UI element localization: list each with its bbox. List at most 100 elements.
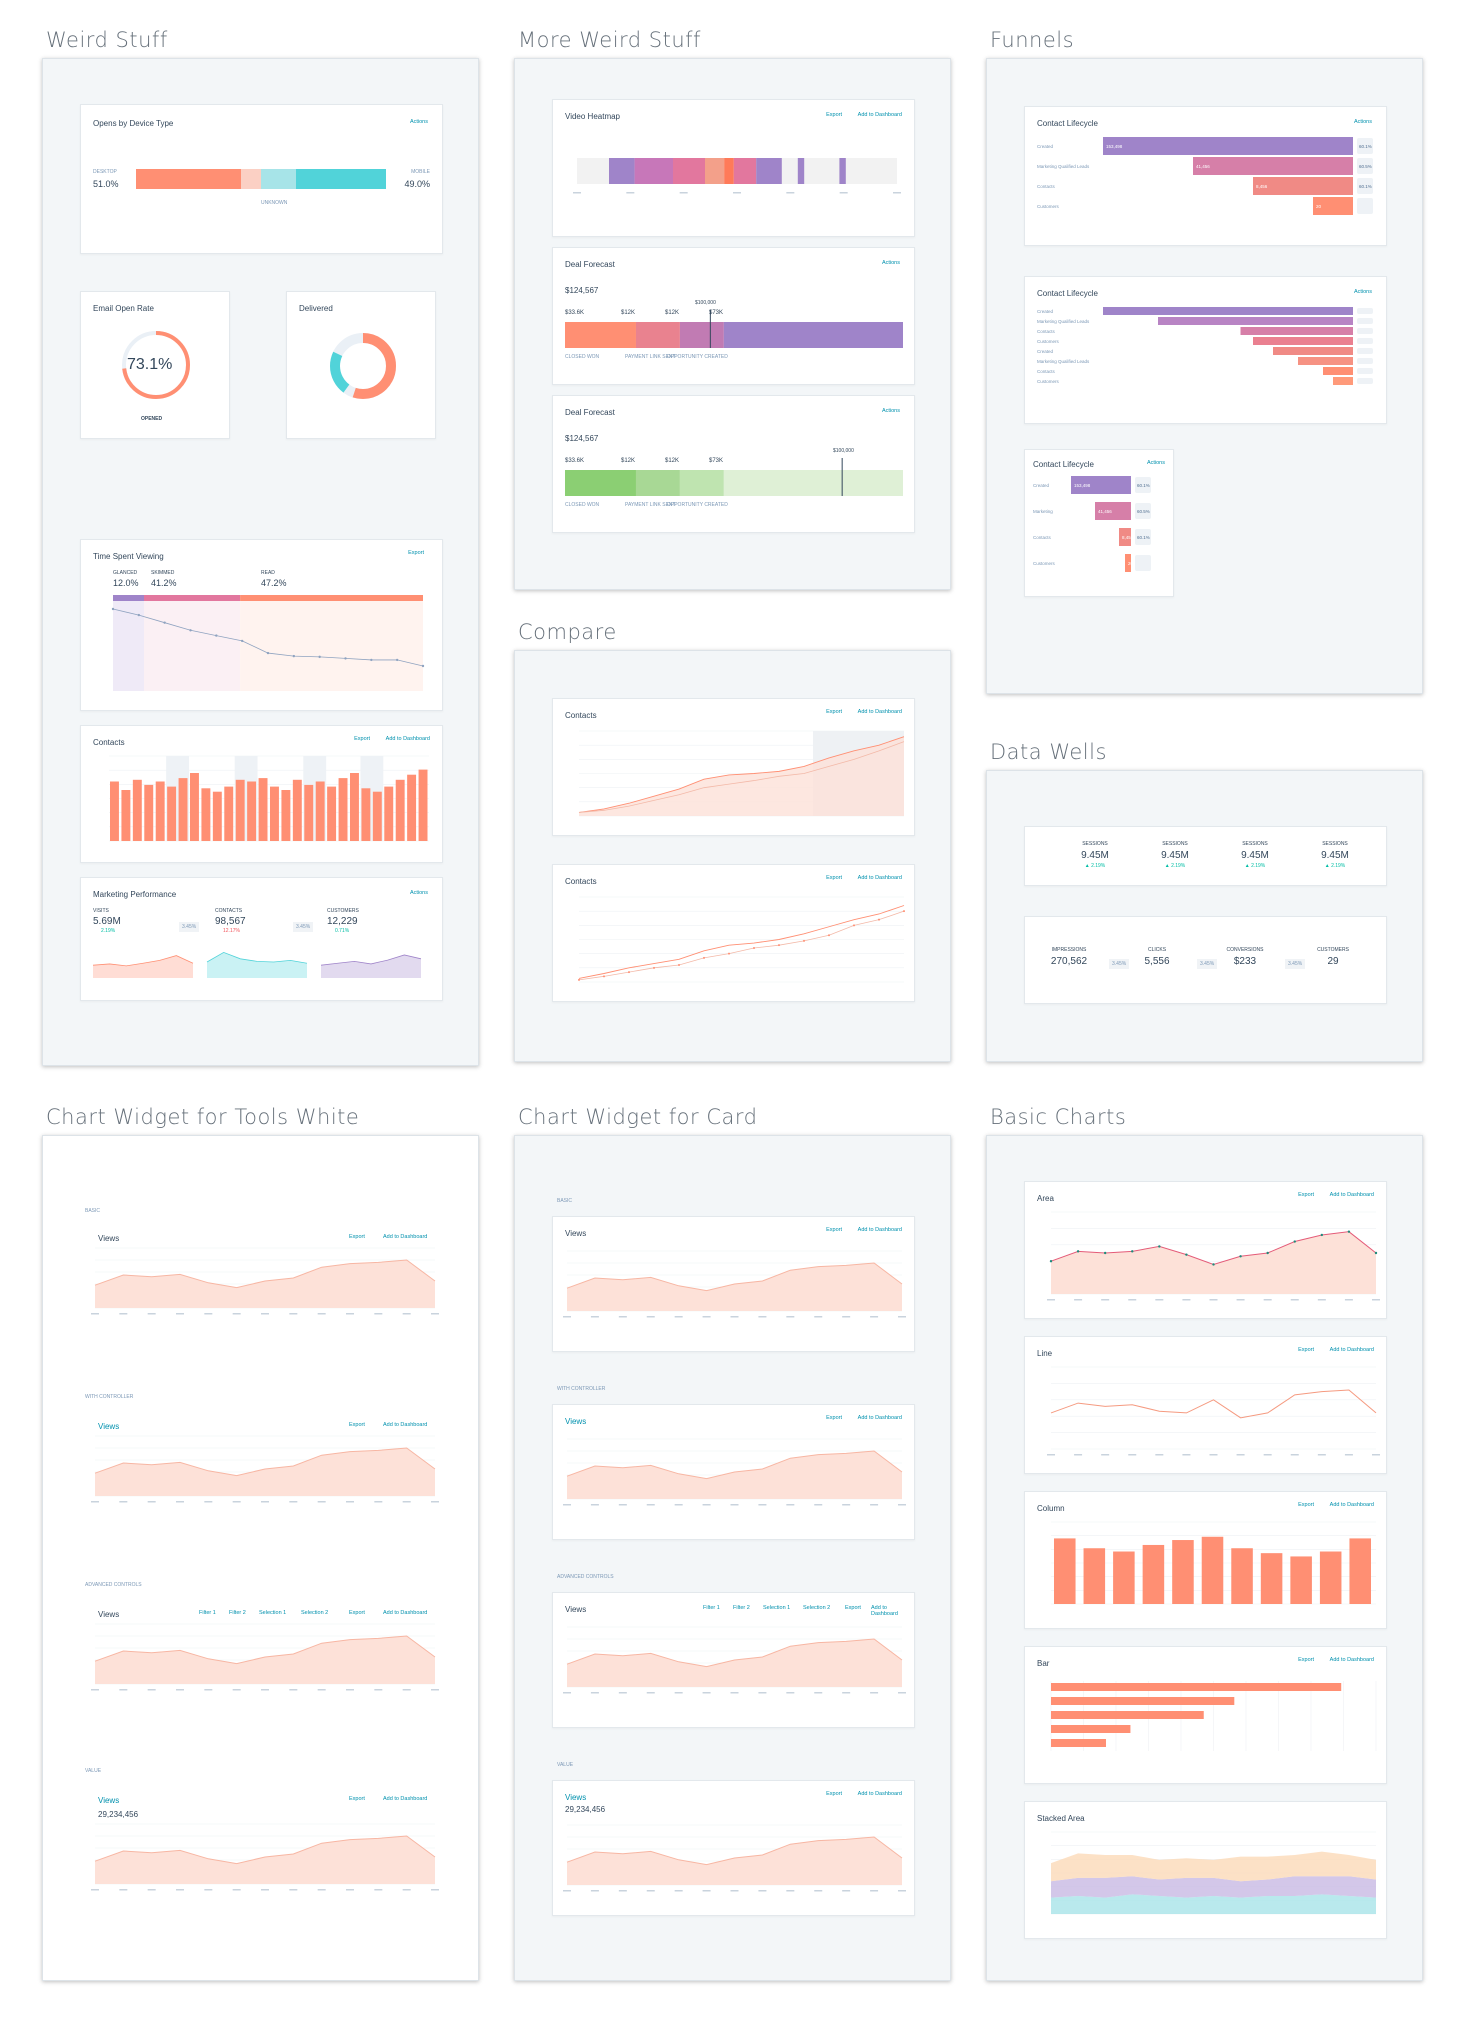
x-tick-label bbox=[431, 1313, 439, 1315]
views-card: Views Export Add to Dashboard bbox=[552, 1216, 915, 1352]
filter-2[interactable]: Filter 2 bbox=[733, 1605, 750, 1611]
x-tick-label bbox=[1209, 1454, 1218, 1456]
filter-1[interactable]: Filter 1 bbox=[703, 1605, 720, 1611]
actions-dropdown[interactable]: Actions bbox=[881, 260, 900, 266]
export-link[interactable]: Export bbox=[354, 736, 370, 742]
views-chart bbox=[563, 1438, 906, 1506]
compare-chart-1 bbox=[578, 730, 905, 817]
actions-dropdown[interactable]: Actions bbox=[1353, 289, 1372, 295]
actions-dropdown[interactable]: Actions bbox=[1146, 460, 1165, 466]
add-to-dashboard-link[interactable]: Add to Dashboard bbox=[1329, 1502, 1374, 1508]
data-point bbox=[189, 629, 192, 632]
export-link[interactable]: Export bbox=[349, 1796, 365, 1802]
funnel-value: 153,498 bbox=[1074, 483, 1091, 488]
selection-1[interactable]: Selection 1 bbox=[259, 1610, 287, 1616]
x-tick-label bbox=[261, 1689, 269, 1691]
add-to-dashboard-link[interactable]: Add to Dashboard bbox=[857, 112, 902, 118]
column bbox=[1290, 1556, 1312, 1604]
selection-2[interactable]: Selection 2 bbox=[803, 1605, 831, 1611]
add-to-dashboard-link[interactable]: Add to Dashboard bbox=[857, 1791, 902, 1797]
views-dropdown[interactable]: Views bbox=[98, 1422, 120, 1431]
export-link[interactable]: Export bbox=[349, 1234, 365, 1240]
deal-label-1: CLOSED WON bbox=[565, 502, 600, 508]
contacts-delta: 12.17% bbox=[223, 928, 240, 934]
filter-1[interactable]: Filter 1 bbox=[199, 1610, 216, 1616]
x-tick-label bbox=[346, 1501, 354, 1503]
export-link[interactable]: Export bbox=[826, 1227, 842, 1233]
deal-segment bbox=[723, 322, 903, 348]
data-point bbox=[1103, 1251, 1107, 1255]
actions-dropdown[interactable]: Actions bbox=[1353, 119, 1372, 125]
add-to-dashboard-link[interactable]: Add to Dashboard bbox=[383, 1422, 428, 1428]
funnel-card-2: Contact Lifecycle Actions Created Marketi… bbox=[1024, 276, 1387, 424]
add-to-dashboard-link[interactable]: Add to Dashboard bbox=[383, 1234, 428, 1240]
bar bbox=[292, 779, 302, 841]
add-to-dashboard-link[interactable]: Add to Dashboard bbox=[1329, 1347, 1374, 1353]
add-to-dashboard-link[interactable]: Add to Dashboard bbox=[1329, 1657, 1374, 1663]
export-link[interactable]: Export bbox=[1298, 1657, 1314, 1663]
add-to-dashboard-link[interactable]: Add to Dashboard bbox=[857, 1415, 902, 1421]
column bbox=[1319, 1551, 1342, 1604]
spark-line bbox=[320, 954, 422, 966]
add-to-dashboard-link[interactable]: Add to Dashboard bbox=[857, 875, 902, 881]
filter-2[interactable]: Filter 2 bbox=[229, 1610, 246, 1616]
export-link[interactable]: Export bbox=[826, 875, 842, 881]
export-link[interactable]: Export bbox=[826, 1791, 842, 1797]
bar bbox=[338, 778, 348, 841]
add-to-dashboard-link[interactable]: Add to Dashboard bbox=[871, 1605, 898, 1617]
series-line bbox=[578, 910, 905, 981]
x-tick-label bbox=[590, 1692, 599, 1694]
section-title-funnels: Funnels bbox=[990, 28, 1075, 52]
data-point bbox=[903, 910, 905, 913]
add-to-dashboard-link[interactable]: Add to Dashboard bbox=[1329, 1192, 1374, 1198]
views-dropdown[interactable]: Views bbox=[565, 1417, 587, 1426]
export-link[interactable]: Export bbox=[1298, 1347, 1314, 1353]
marketing-performance-card: Marketing Performance Actions VISITS 5.6… bbox=[80, 877, 443, 1001]
data-point bbox=[1347, 1230, 1351, 1233]
segment-bar bbox=[240, 595, 423, 601]
actions-dropdown[interactable]: Actions bbox=[409, 890, 428, 896]
actions-dropdown[interactable]: Actions bbox=[409, 119, 428, 125]
x-tick-label bbox=[702, 1316, 711, 1318]
export-link[interactable]: Export bbox=[845, 1605, 861, 1611]
data-point bbox=[1185, 1253, 1188, 1256]
add-to-dashboard-link[interactable]: Add to Dashboard bbox=[385, 736, 430, 742]
funnel-value: 41,456 bbox=[1098, 509, 1112, 514]
export-link[interactable]: Export bbox=[826, 112, 842, 118]
column bbox=[1201, 1536, 1224, 1604]
export-link[interactable]: Export bbox=[826, 1415, 842, 1421]
views-dropdown[interactable]: Views bbox=[98, 1796, 120, 1805]
selection-2[interactable]: Selection 2 bbox=[301, 1610, 329, 1616]
export-link[interactable]: Export bbox=[826, 709, 842, 715]
actions-dropdown[interactable]: Actions bbox=[881, 408, 900, 414]
add-to-dashboard-link[interactable]: Add to Dashboard bbox=[383, 1610, 428, 1616]
series-line bbox=[94, 1447, 436, 1477]
funnel-bar bbox=[1253, 337, 1353, 345]
funnel-bar bbox=[1103, 137, 1353, 155]
funnel-row-label: Created bbox=[1033, 483, 1050, 488]
stack-layer bbox=[1051, 1876, 1376, 1898]
bar bbox=[1051, 1725, 1131, 1733]
export-link[interactable]: Export bbox=[1298, 1502, 1314, 1508]
area-fill bbox=[1051, 1231, 1376, 1294]
deal-label-2: PAYMENT LINK SENT bbox=[625, 502, 676, 508]
export-link[interactable]: Export bbox=[349, 1422, 365, 1428]
views-total: 29,234,456 bbox=[98, 1810, 139, 1819]
add-to-dashboard-link[interactable]: Add to Dashboard bbox=[857, 709, 902, 715]
heat-segment bbox=[839, 158, 846, 184]
add-to-dashboard-link[interactable]: Add to Dashboard bbox=[383, 1796, 428, 1802]
column-chart bbox=[1051, 1521, 1376, 1605]
export-link[interactable]: Export bbox=[1298, 1192, 1314, 1198]
stacked-title: Stacked Area bbox=[1037, 1814, 1085, 1823]
views-dropdown[interactable]: Views bbox=[565, 1793, 587, 1802]
selection-1[interactable]: Selection 1 bbox=[763, 1605, 791, 1611]
glanced-value: 12.0% bbox=[113, 578, 139, 588]
add-to-dashboard-link[interactable]: Add to Dashboard bbox=[857, 1227, 902, 1233]
x-tick-label bbox=[346, 1689, 354, 1691]
funnel-row-label: Created bbox=[1037, 349, 1054, 354]
funnel-row-label: Contacts bbox=[1037, 184, 1056, 189]
data-well-card-1: SESSIONS 9.45M ▲ 2.19% SESSIONS 9.45M ▲ 2.19%… bbox=[1024, 826, 1387, 886]
read-label: READ bbox=[261, 570, 275, 576]
export-link[interactable]: Export bbox=[408, 550, 424, 556]
export-link[interactable]: Export bbox=[349, 1610, 365, 1616]
